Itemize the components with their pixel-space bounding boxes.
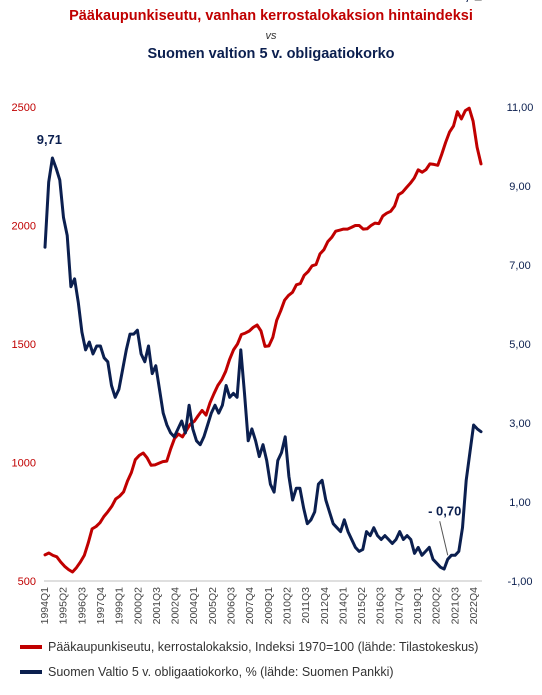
x-tick-label: 2007Q4 xyxy=(244,587,256,625)
price-index-line xyxy=(43,106,483,574)
x-tick-label: 2009Q1 xyxy=(263,587,275,625)
x-tick-label: 2020Q2 xyxy=(431,587,443,625)
legend-item-bond-yield: Suomen Valtio 5 v. obligaatiokorko, % (l… xyxy=(20,665,394,679)
x-tick-label: 2019Q1 xyxy=(412,587,424,625)
y-right-tick-label: 9,00 xyxy=(509,181,530,193)
x-tick-label: 1995Q2 xyxy=(58,587,70,625)
y-right-tick-label: 1,00 xyxy=(509,497,530,509)
x-tick-label: 2001Q3 xyxy=(151,587,163,625)
x-tick-label: 1996Q3 xyxy=(76,587,88,625)
x-tick-label: 2015Q2 xyxy=(356,587,368,625)
annotation-leader-low xyxy=(439,521,449,556)
x-tick-label: 2011Q3 xyxy=(300,587,312,624)
x-tick-label: 2002Q4 xyxy=(170,587,182,625)
legend-label-price-index: Pääkaupunkiseutu, kerrostalokaksio, Inde… xyxy=(48,640,479,654)
y-left-tick-label: 500 xyxy=(18,576,36,588)
x-tick-label: 2017Q4 xyxy=(393,587,405,625)
x-tick-label: 2010Q2 xyxy=(281,587,293,625)
legend-item-price-index: Pääkaupunkiseutu, kerrostalokaksio, Inde… xyxy=(20,640,478,654)
y-right-tick-label: 7,00 xyxy=(509,260,530,272)
legend-label-bond-yield: Suomen Valtio 5 v. obligaatiokorko, % (l… xyxy=(48,665,394,679)
legend-swatch-bond-yield xyxy=(20,670,42,674)
annotation-label-peak: 9,71 xyxy=(37,132,62,147)
y-right-tick-label: 5,00 xyxy=(509,339,530,351)
x-tick-label: 1999Q1 xyxy=(114,587,126,625)
chart-subtitle: Suomen valtion 5 v. obligaatiokorko xyxy=(147,46,395,62)
y-left-tick-label: 2000 xyxy=(12,221,36,233)
x-tick-label: 2004Q1 xyxy=(188,587,200,625)
y-right-tick-label: -1,00 xyxy=(507,576,532,588)
chart-title: Pääkaupunkiseutu, vanhan kerrostalokaksi… xyxy=(69,8,473,24)
y-right-tick-label: 3,00 xyxy=(509,418,530,430)
x-tick-label: 2006Q3 xyxy=(226,587,238,625)
x-tick-label: 2014Q1 xyxy=(337,587,349,625)
x-tick-label: 2005Q2 xyxy=(207,587,219,625)
y-right-tick-label: 11,00 xyxy=(507,102,534,114)
x-tick-label: 2016Q3 xyxy=(375,587,387,625)
x-tick-label: 2012Q4 xyxy=(319,587,331,625)
annotation-label-last: 2,78 xyxy=(458,0,483,3)
chart-title-vs: vs xyxy=(265,30,277,42)
x-tick-label: 2000Q2 xyxy=(132,587,144,625)
x-tick-label: 1997Q4 xyxy=(95,587,107,625)
annotation-label-low: - 0,70 xyxy=(428,503,461,518)
x-tick-label: 2021Q3 xyxy=(449,587,461,625)
y-left-tick-label: 2500 xyxy=(12,102,36,114)
y-left-tick-label: 1500 xyxy=(12,339,36,351)
y-left-tick-label: 1000 xyxy=(12,458,36,470)
legend-swatch-price-index xyxy=(20,645,42,649)
x-tick-label: 1994Q1 xyxy=(39,587,51,625)
bond-yield-line xyxy=(43,156,483,571)
x-tick-label: 2022Q4 xyxy=(468,587,480,625)
